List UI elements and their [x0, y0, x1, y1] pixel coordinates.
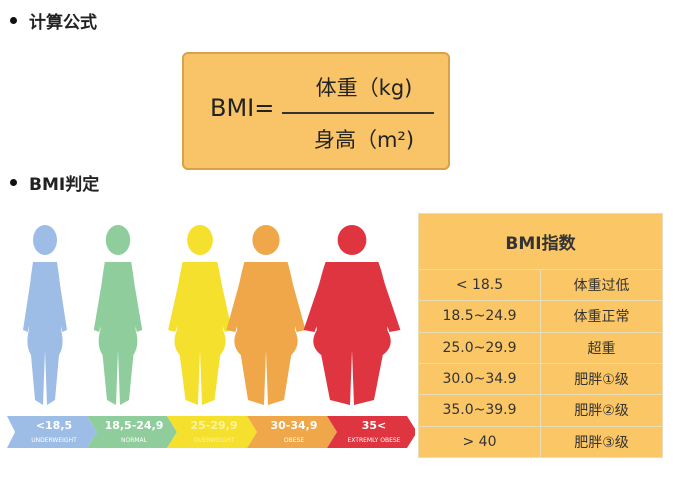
bullet-icon [10, 17, 17, 24]
category-arrow [167, 416, 257, 448]
category-label: NORMAL [121, 437, 148, 444]
category-range: 30-34,9 [270, 419, 317, 432]
silhouette-3 [226, 225, 306, 405]
table-row: < 18.5 体重过低 [418, 268, 663, 302]
formula-numerator: 体重（kg) [315, 76, 413, 100]
category-cell: 肥胖②级 [540, 394, 663, 427]
silhouette-4 [303, 225, 401, 405]
table-row: 18.5~24.9 体重正常 [418, 300, 663, 333]
category-range: 35< [362, 419, 387, 432]
table-title: BMI指数 [418, 213, 663, 270]
category-arrow [327, 416, 415, 448]
bmi-formula: BMI= 体重（kg) 身高（m²) [182, 52, 450, 170]
table-row: > 40 肥胖③级 [418, 425, 663, 459]
category-arrow [87, 416, 177, 448]
category-cell: 体重过低 [540, 268, 663, 302]
category-arrow [247, 416, 337, 448]
range-cell: 25.0~29.9 [418, 331, 541, 364]
category-label: OBESE [284, 437, 304, 444]
silhouette-2 [168, 225, 232, 405]
category-label: UNDERWEIGHT [31, 437, 77, 444]
category-range: 25-29,9 [190, 419, 237, 432]
silhouette-1 [93, 225, 143, 405]
silhouette-0 [23, 225, 67, 405]
range-cell: 18.5~24.9 [418, 300, 541, 333]
category-arrow [7, 416, 97, 448]
category-label: EXTREMLY OBESE [348, 437, 401, 444]
category-cell: 肥胖①级 [540, 362, 663, 396]
bmi-table: BMI指数 < 18.5 体重过低 18.5~24.9 体重正常 25.0~29.9 超重… [418, 213, 663, 459]
bmi-heading: BMI判定 [10, 170, 99, 195]
category-label: OVERWEIGHT [194, 437, 235, 444]
category-cell: 体重正常 [540, 300, 663, 333]
category-range: 18,5-24,9 [105, 419, 164, 432]
category-cell: 超重 [540, 331, 663, 364]
formula-heading: 计算公式 [10, 8, 97, 33]
formula-denominator: 身高（m²) [313, 128, 415, 152]
category-range: <18,5 [36, 419, 72, 432]
bullet-icon [10, 179, 17, 186]
fraction-bar [282, 112, 434, 114]
table-row: 25.0~29.9 超重 [418, 331, 663, 364]
heading-text: 计算公式 [29, 13, 97, 33]
body-silhouettes: <18,5 UNDERWEIGHT 18,5-24,9 NORMAL 25-29,9… [7, 225, 415, 448]
table-row: 35.0~39.9 肥胖②级 [418, 394, 663, 427]
heading-text: BMI判定 [29, 175, 100, 195]
range-cell: < 18.5 [418, 268, 541, 302]
range-cell: 35.0~39.9 [418, 394, 541, 427]
table-row: 30.0~34.9 肥胖①级 [418, 362, 663, 396]
range-cell: 30.0~34.9 [418, 362, 541, 396]
formula-lhs: BMI= [210, 94, 275, 122]
category-cell: 肥胖③级 [540, 425, 663, 459]
range-cell: > 40 [418, 425, 541, 459]
